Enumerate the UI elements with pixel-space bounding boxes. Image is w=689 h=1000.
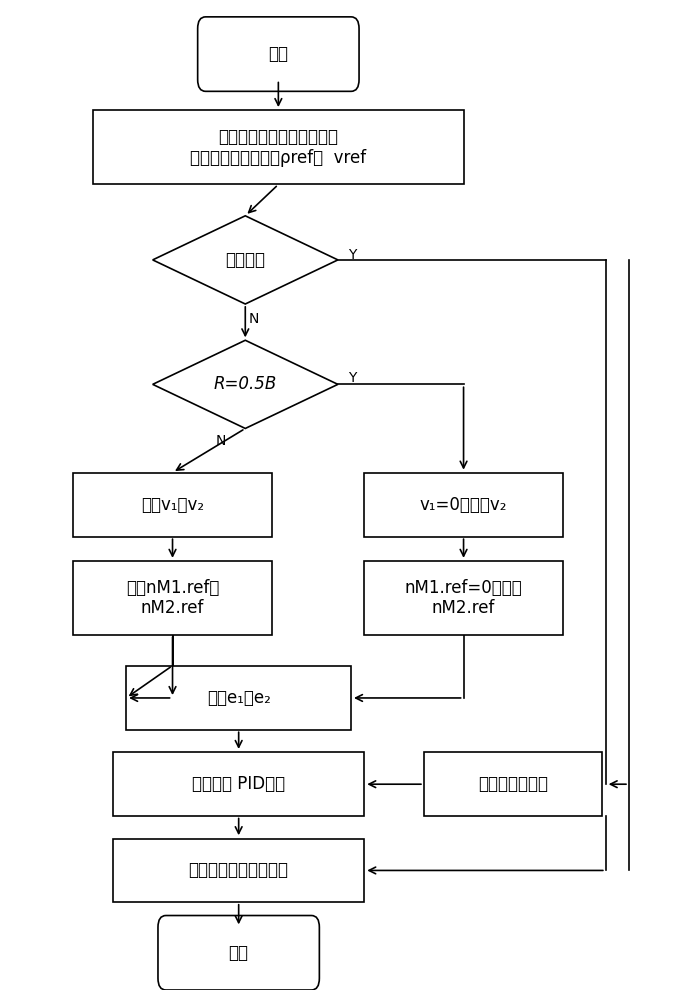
Text: 神经网络 PID控制: 神经网络 PID控制 (192, 775, 285, 793)
Bar (73, 473, 271, 537)
Bar (113, 752, 364, 816)
Text: R=0.5B: R=0.5B (214, 375, 277, 393)
Bar (364, 473, 563, 537)
Text: Y: Y (348, 248, 356, 262)
Text: 是否直驶: 是否直驶 (225, 251, 265, 269)
Text: 计算nM1.ref，
nM2.ref: 计算nM1.ref， nM2.ref (126, 579, 219, 617)
Polygon shape (153, 216, 338, 304)
Text: 发送泵、马达排量指令: 发送泵、马达排量指令 (189, 861, 289, 879)
Text: 直驶控制子程序: 直驶控制子程序 (478, 775, 548, 793)
Text: Y: Y (348, 370, 356, 384)
Bar (93, 110, 464, 184)
Text: N: N (249, 312, 259, 326)
Text: 结束: 结束 (229, 944, 249, 962)
Bar (73, 561, 271, 635)
Text: N: N (216, 434, 226, 448)
Polygon shape (153, 340, 338, 428)
Text: 读取转向控制协调控制策略
调整过的驾驶员目标ρref，  vref: 读取转向控制协调控制策略 调整过的驾驶员目标ρref， vref (190, 128, 367, 167)
Text: v₁=0，计算v₂: v₁=0，计算v₂ (420, 496, 507, 514)
Text: 计算e₁，e₂: 计算e₁，e₂ (207, 689, 271, 707)
Text: nM1.ref=0，计算
nM2.ref: nM1.ref=0，计算 nM2.ref (404, 579, 522, 617)
FancyBboxPatch shape (158, 916, 320, 990)
Bar (113, 839, 364, 902)
Text: 计算v₁，v₂: 计算v₁，v₂ (141, 496, 204, 514)
FancyBboxPatch shape (198, 17, 359, 91)
Bar (126, 666, 351, 730)
Text: 开始: 开始 (268, 45, 289, 63)
Bar (364, 561, 563, 635)
Bar (424, 752, 602, 816)
